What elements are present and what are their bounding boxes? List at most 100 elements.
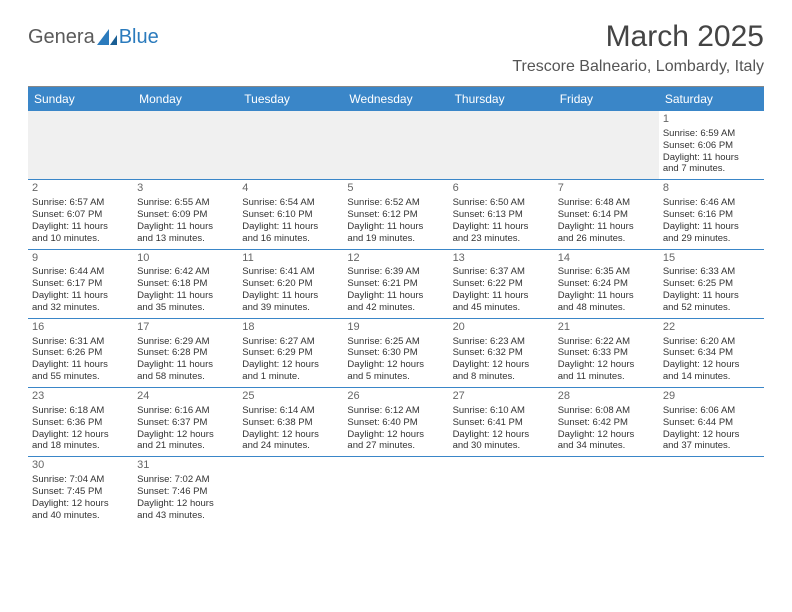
daylight1-text: Daylight: 11 hours bbox=[242, 290, 339, 302]
sunrise-text: Sunrise: 6:35 AM bbox=[558, 266, 655, 278]
sunset-text: Sunset: 6:07 PM bbox=[32, 209, 129, 221]
daylight2-text: and 16 minutes. bbox=[242, 233, 339, 245]
daylight1-text: Daylight: 12 hours bbox=[663, 359, 760, 371]
daylight1-text: Daylight: 11 hours bbox=[137, 221, 234, 233]
daylight1-text: Daylight: 11 hours bbox=[453, 290, 550, 302]
daylight1-text: Daylight: 12 hours bbox=[558, 429, 655, 441]
daylight2-text: and 34 minutes. bbox=[558, 440, 655, 452]
daylight1-text: Daylight: 11 hours bbox=[347, 221, 444, 233]
daylight2-text: and 7 minutes. bbox=[663, 163, 760, 175]
daylight1-text: Daylight: 12 hours bbox=[663, 429, 760, 441]
daylight2-text: and 14 minutes. bbox=[663, 371, 760, 383]
daylight2-text: and 21 minutes. bbox=[137, 440, 234, 452]
sunrise-text: Sunrise: 6:46 AM bbox=[663, 197, 760, 209]
calendar-row: 23Sunrise: 6:18 AMSunset: 6:36 PMDayligh… bbox=[28, 388, 764, 457]
daylight2-text: and 19 minutes. bbox=[347, 233, 444, 245]
calendar-cell: 26Sunrise: 6:12 AMSunset: 6:40 PMDayligh… bbox=[343, 388, 448, 456]
calendar-cell: 12Sunrise: 6:39 AMSunset: 6:21 PMDayligh… bbox=[343, 250, 448, 318]
sunset-text: Sunset: 6:32 PM bbox=[453, 347, 550, 359]
sunset-text: Sunset: 6:37 PM bbox=[137, 417, 234, 429]
daylight2-text: and 40 minutes. bbox=[32, 510, 129, 522]
calendar-cell: 23Sunrise: 6:18 AMSunset: 6:36 PMDayligh… bbox=[28, 388, 133, 456]
sunrise-text: Sunrise: 6:27 AM bbox=[242, 336, 339, 348]
sunset-text: Sunset: 6:40 PM bbox=[347, 417, 444, 429]
day-number: 9 bbox=[32, 252, 129, 266]
calendar-body: 1Sunrise: 6:59 AMSunset: 6:06 PMDaylight… bbox=[28, 111, 764, 526]
sunrise-text: Sunrise: 6:12 AM bbox=[347, 405, 444, 417]
calendar-cell: 25Sunrise: 6:14 AMSunset: 6:38 PMDayligh… bbox=[238, 388, 343, 456]
sunrise-text: Sunrise: 6:10 AM bbox=[453, 405, 550, 417]
sunset-text: Sunset: 6:26 PM bbox=[32, 347, 129, 359]
calendar-cell bbox=[659, 457, 764, 525]
daylight1-text: Daylight: 12 hours bbox=[558, 359, 655, 371]
day-number: 5 bbox=[347, 182, 444, 196]
calendar-cell: 4Sunrise: 6:54 AMSunset: 6:10 PMDaylight… bbox=[238, 180, 343, 248]
daylight1-text: Daylight: 11 hours bbox=[347, 290, 444, 302]
daylight2-text: and 8 minutes. bbox=[453, 371, 550, 383]
brand-logo: Genera Blue bbox=[28, 20, 159, 49]
sunset-text: Sunset: 7:45 PM bbox=[32, 486, 129, 498]
calendar-page: Genera Blue March 2025 Trescore Balneari… bbox=[0, 0, 792, 546]
calendar-cell: 2Sunrise: 6:57 AMSunset: 6:07 PMDaylight… bbox=[28, 180, 133, 248]
calendar-cell: 19Sunrise: 6:25 AMSunset: 6:30 PMDayligh… bbox=[343, 319, 448, 387]
calendar-cell: 24Sunrise: 6:16 AMSunset: 6:37 PMDayligh… bbox=[133, 388, 238, 456]
weekday-mon: Monday bbox=[133, 87, 238, 111]
weekday-header-row: Sunday Monday Tuesday Wednesday Thursday… bbox=[28, 87, 764, 111]
brand-part2: Blue bbox=[119, 26, 159, 49]
calendar-cell: 5Sunrise: 6:52 AMSunset: 6:12 PMDaylight… bbox=[343, 180, 448, 248]
calendar-row: 2Sunrise: 6:57 AMSunset: 6:07 PMDaylight… bbox=[28, 180, 764, 249]
calendar-cell bbox=[449, 457, 554, 525]
daylight1-text: Daylight: 11 hours bbox=[242, 221, 339, 233]
daylight2-text: and 26 minutes. bbox=[558, 233, 655, 245]
day-number: 18 bbox=[242, 321, 339, 335]
calendar-cell: 8Sunrise: 6:46 AMSunset: 6:16 PMDaylight… bbox=[659, 180, 764, 248]
daylight2-text: and 52 minutes. bbox=[663, 302, 760, 314]
daylight2-text: and 27 minutes. bbox=[347, 440, 444, 452]
sunrise-text: Sunrise: 6:59 AM bbox=[663, 128, 760, 140]
calendar-cell: 20Sunrise: 6:23 AMSunset: 6:32 PMDayligh… bbox=[449, 319, 554, 387]
day-number: 16 bbox=[32, 321, 129, 335]
calendar-cell bbox=[449, 111, 554, 179]
sunset-text: Sunset: 6:17 PM bbox=[32, 278, 129, 290]
daylight1-text: Daylight: 12 hours bbox=[347, 359, 444, 371]
weekday-fri: Friday bbox=[554, 87, 659, 111]
sunset-text: Sunset: 6:18 PM bbox=[137, 278, 234, 290]
calendar-cell: 9Sunrise: 6:44 AMSunset: 6:17 PMDaylight… bbox=[28, 250, 133, 318]
calendar-row: 1Sunrise: 6:59 AMSunset: 6:06 PMDaylight… bbox=[28, 111, 764, 180]
calendar-cell: 10Sunrise: 6:42 AMSunset: 6:18 PMDayligh… bbox=[133, 250, 238, 318]
day-number: 6 bbox=[453, 182, 550, 196]
sunrise-text: Sunrise: 6:42 AM bbox=[137, 266, 234, 278]
day-number: 1 bbox=[663, 113, 760, 127]
sunrise-text: Sunrise: 6:06 AM bbox=[663, 405, 760, 417]
page-header: Genera Blue March 2025 Trescore Balneari… bbox=[28, 20, 764, 76]
sunrise-text: Sunrise: 6:54 AM bbox=[242, 197, 339, 209]
sunrise-text: Sunrise: 6:52 AM bbox=[347, 197, 444, 209]
daylight1-text: Daylight: 12 hours bbox=[347, 429, 444, 441]
calendar-cell: 11Sunrise: 6:41 AMSunset: 6:20 PMDayligh… bbox=[238, 250, 343, 318]
sunrise-text: Sunrise: 6:20 AM bbox=[663, 336, 760, 348]
day-number: 4 bbox=[242, 182, 339, 196]
sunset-text: Sunset: 6:16 PM bbox=[663, 209, 760, 221]
calendar-cell: 15Sunrise: 6:33 AMSunset: 6:25 PMDayligh… bbox=[659, 250, 764, 318]
daylight1-text: Daylight: 11 hours bbox=[32, 359, 129, 371]
sunrise-text: Sunrise: 6:25 AM bbox=[347, 336, 444, 348]
calendar-cell: 29Sunrise: 6:06 AMSunset: 6:44 PMDayligh… bbox=[659, 388, 764, 456]
daylight2-text: and 48 minutes. bbox=[558, 302, 655, 314]
day-number: 2 bbox=[32, 182, 129, 196]
day-number: 14 bbox=[558, 252, 655, 266]
daylight2-text: and 13 minutes. bbox=[137, 233, 234, 245]
sunrise-text: Sunrise: 6:14 AM bbox=[242, 405, 339, 417]
calendar-cell: 3Sunrise: 6:55 AMSunset: 6:09 PMDaylight… bbox=[133, 180, 238, 248]
calendar-cell: 6Sunrise: 6:50 AMSunset: 6:13 PMDaylight… bbox=[449, 180, 554, 248]
sunset-text: Sunset: 6:34 PM bbox=[663, 347, 760, 359]
sunrise-text: Sunrise: 6:37 AM bbox=[453, 266, 550, 278]
day-number: 7 bbox=[558, 182, 655, 196]
page-title: March 2025 bbox=[512, 20, 764, 54]
weekday-wed: Wednesday bbox=[343, 87, 448, 111]
daylight1-text: Daylight: 11 hours bbox=[32, 290, 129, 302]
daylight1-text: Daylight: 12 hours bbox=[242, 429, 339, 441]
sunset-text: Sunset: 6:41 PM bbox=[453, 417, 550, 429]
sunset-text: Sunset: 6:20 PM bbox=[242, 278, 339, 290]
weekday-sat: Saturday bbox=[659, 87, 764, 111]
sunrise-text: Sunrise: 6:23 AM bbox=[453, 336, 550, 348]
